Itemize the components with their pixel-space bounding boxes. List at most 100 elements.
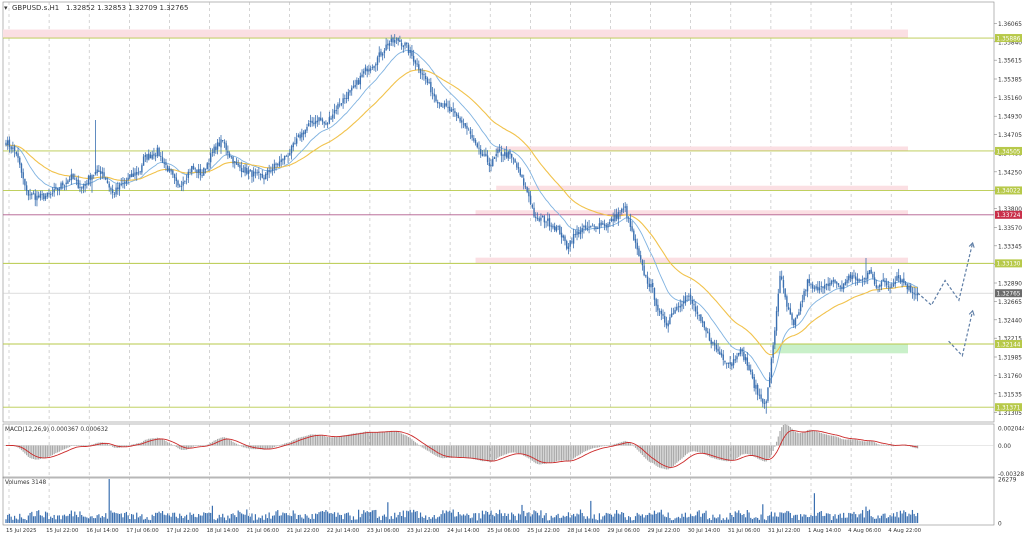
- volume-bar: [186, 514, 188, 523]
- candle: [113, 192, 116, 198]
- candle: [149, 151, 152, 159]
- candle: [299, 131, 301, 141]
- macd-bar: [655, 445, 657, 466]
- macd-bar: [445, 445, 447, 458]
- candle: [892, 278, 895, 288]
- volume-bar: [629, 517, 631, 523]
- volume-bar: [168, 515, 170, 523]
- macd-bar: [332, 437, 334, 446]
- macd-bar: [385, 431, 387, 446]
- volume-bar: [574, 516, 576, 523]
- candle: [354, 79, 356, 89]
- macd-bar: [536, 445, 539, 464]
- candle: [177, 179, 179, 188]
- macd-bar: [263, 445, 265, 450]
- volume-bar: [887, 517, 889, 523]
- symbol-dropdown-icon[interactable]: ▾: [4, 4, 8, 12]
- candle: [504, 148, 506, 161]
- candle: [86, 179, 88, 189]
- macd-bar: [89, 445, 91, 446]
- macd-bar: [671, 445, 673, 468]
- macd-bar: [414, 442, 416, 446]
- macd-bar: [481, 445, 484, 462]
- candle: [273, 159, 276, 174]
- macd-bar: [450, 445, 453, 458]
- candle: [808, 274, 810, 287]
- svg-text:1.34022: 1.34022: [997, 189, 1021, 195]
- candle: [717, 342, 719, 354]
- volume-bar: [825, 513, 828, 523]
- candle: [428, 78, 430, 85]
- macd-bar: [810, 429, 812, 446]
- volume-bar: [182, 518, 184, 523]
- forecast-path: [917, 242, 974, 307]
- macd-bar: [218, 438, 220, 446]
- volume-bar: [509, 519, 511, 523]
- macd-bar: [490, 445, 492, 462]
- macd-bar: [77, 445, 79, 446]
- macd-bar: [834, 436, 836, 446]
- candle: [325, 120, 327, 126]
- volume-bar: [519, 514, 521, 523]
- macd-bar: [478, 445, 480, 461]
- macd-bar: [836, 436, 838, 446]
- candle: [369, 65, 372, 74]
- macd-bar: [38, 445, 40, 460]
- candle: [344, 94, 346, 104]
- macd-bar: [793, 430, 795, 446]
- macd-bar: [444, 445, 446, 459]
- candle: [338, 98, 341, 108]
- macd-bar: [456, 445, 458, 458]
- volume-bar: [677, 516, 680, 523]
- macd-bar: [547, 445, 549, 463]
- macd-bar: [349, 434, 351, 446]
- macd-bar: [886, 445, 888, 446]
- candle: [130, 169, 133, 178]
- candle: [643, 259, 645, 277]
- candle: [308, 119, 310, 127]
- macd-bar: [875, 443, 877, 446]
- macd-bar: [545, 445, 547, 464]
- candle: [801, 294, 804, 308]
- candle: [172, 169, 174, 179]
- macd-bar: [352, 433, 355, 446]
- candle: [803, 288, 805, 303]
- volume-bar: [581, 512, 583, 523]
- volume-bar: [411, 512, 413, 523]
- volume-bar: [239, 511, 241, 523]
- candle: [383, 48, 386, 59]
- candle: [352, 80, 355, 89]
- candle: [722, 350, 724, 366]
- volume-bar: [757, 517, 759, 523]
- price-panel-frame: [2, 1, 995, 423]
- volume-bar: [399, 512, 401, 523]
- candle: [55, 183, 57, 190]
- volume-bar: [473, 513, 475, 523]
- candle: [165, 158, 167, 172]
- volume-bar: [89, 516, 91, 523]
- candle: [345, 91, 348, 104]
- macd-bar: [204, 445, 207, 446]
- candle: [361, 69, 363, 78]
- volume-bar: [806, 517, 809, 523]
- candle: [203, 167, 205, 177]
- candle: [688, 293, 690, 302]
- macd-bar: [449, 445, 451, 459]
- candle: [359, 72, 362, 90]
- candle: [915, 287, 917, 300]
- volume-bar: [223, 517, 226, 523]
- macd-bar: [418, 444, 420, 446]
- volume-bar: [203, 512, 205, 523]
- volume-bar: [732, 517, 735, 523]
- volume-bar: [84, 516, 86, 523]
- macd-bar: [683, 445, 685, 458]
- volume-bar: [359, 517, 361, 523]
- macd-bar: [419, 445, 422, 447]
- candle: [509, 149, 511, 160]
- candle: [206, 161, 208, 170]
- volume-bar: [686, 517, 688, 523]
- macd-bar: [676, 445, 678, 463]
- volume-bar: [708, 518, 711, 523]
- macd-bar: [557, 445, 559, 461]
- volume-panel-frame: [2, 476, 995, 526]
